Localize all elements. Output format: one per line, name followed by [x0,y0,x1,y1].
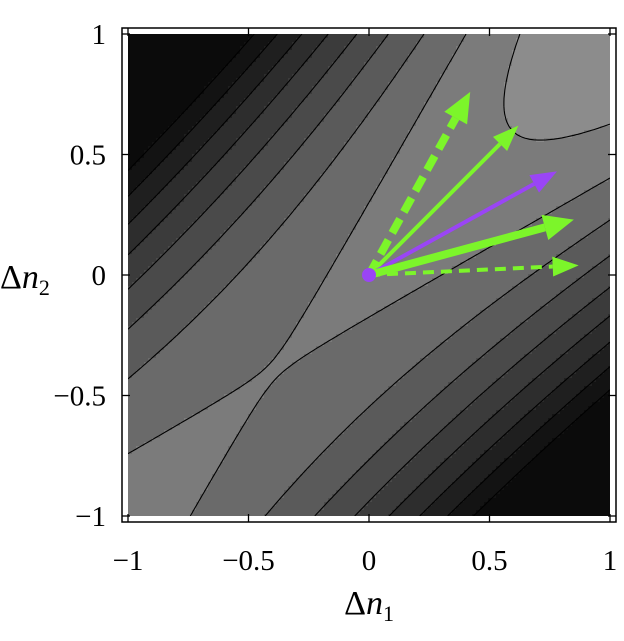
y-tick-label-2: 0 [92,260,107,292]
contour-line-9 [128,34,610,516]
origin-point [362,268,376,282]
vector-4-shaft [368,264,553,277]
x-tick-label-1: −0.5 [222,545,275,577]
vector-1-arrowhead [492,125,519,152]
vector-3-arrowhead [541,214,574,240]
vector-2-arrowhead [529,171,557,193]
contour-line-5 [503,34,610,141]
y-tick-label-0: −1 [75,501,106,533]
y-tick-label-4: 1 [92,19,107,51]
contour-line-10 [128,34,610,516]
vector-4-arrowhead [552,256,579,277]
y-tick-label-3: 0.5 [70,140,106,172]
contour-line-8 [128,34,610,516]
contour-line-13 [128,34,610,516]
vector-2-shaft [368,182,536,277]
contour-lines [128,34,610,516]
vector-1-shaft [367,142,502,277]
x-tick-label-2: 0 [362,545,377,577]
x-tick-label-4: 1 [603,545,618,577]
y-tick-label-1: −0.5 [53,381,106,413]
ticks: −1 −0.5 0 0.5 1 −1 −0.5 0 0.5 1 [53,19,617,577]
y-axis-label: Δn2 [0,259,50,300]
vector-0-shaft [365,116,460,277]
vector-3-shaft [367,223,546,279]
x-tick-label-3: 0.5 [471,545,507,577]
x-axis-label: Δn1 [344,585,394,626]
x-tick-label-0: −1 [113,545,144,577]
vector-0-arrowhead [444,91,471,125]
vectors [362,91,579,282]
contour-line-11 [128,34,610,516]
contour-line-7 [128,34,610,516]
contour-line-12 [128,34,610,516]
